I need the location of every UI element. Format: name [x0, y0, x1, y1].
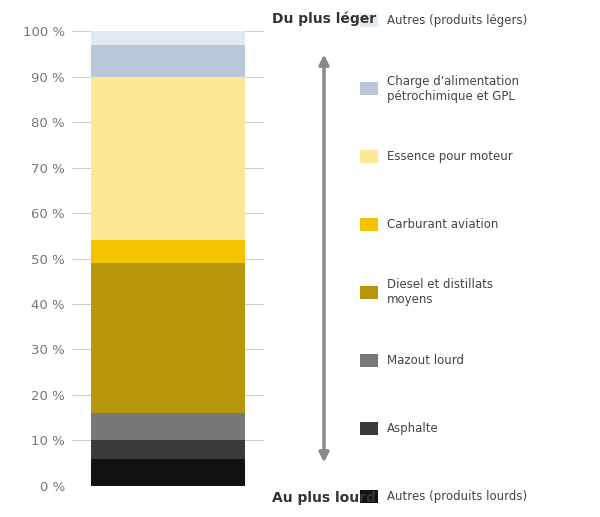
Bar [91, 459, 245, 486]
Bar [91, 44, 245, 77]
Bar [91, 240, 245, 263]
Text: Autres (produits légers): Autres (produits légers) [387, 14, 527, 27]
Text: Asphalte: Asphalte [387, 422, 439, 435]
Text: Charge d'alimentation
pétrochimique et GPL: Charge d'alimentation pétrochimique et G… [387, 74, 519, 103]
Bar [91, 77, 245, 240]
Bar [91, 440, 245, 459]
Text: Carburant aviation: Carburant aviation [387, 218, 499, 231]
Bar [91, 26, 245, 44]
Bar [91, 413, 245, 440]
Text: Mazout lourd: Mazout lourd [387, 354, 464, 367]
Text: Du plus léger: Du plus léger [272, 11, 376, 26]
Text: Essence pour moteur: Essence pour moteur [387, 150, 513, 163]
Text: Au plus lourd: Au plus lourd [272, 491, 376, 505]
Text: Diesel et distillats
moyens: Diesel et distillats moyens [387, 279, 493, 307]
Text: Autres (produits lourds): Autres (produits lourds) [387, 490, 527, 503]
Bar [91, 263, 245, 413]
